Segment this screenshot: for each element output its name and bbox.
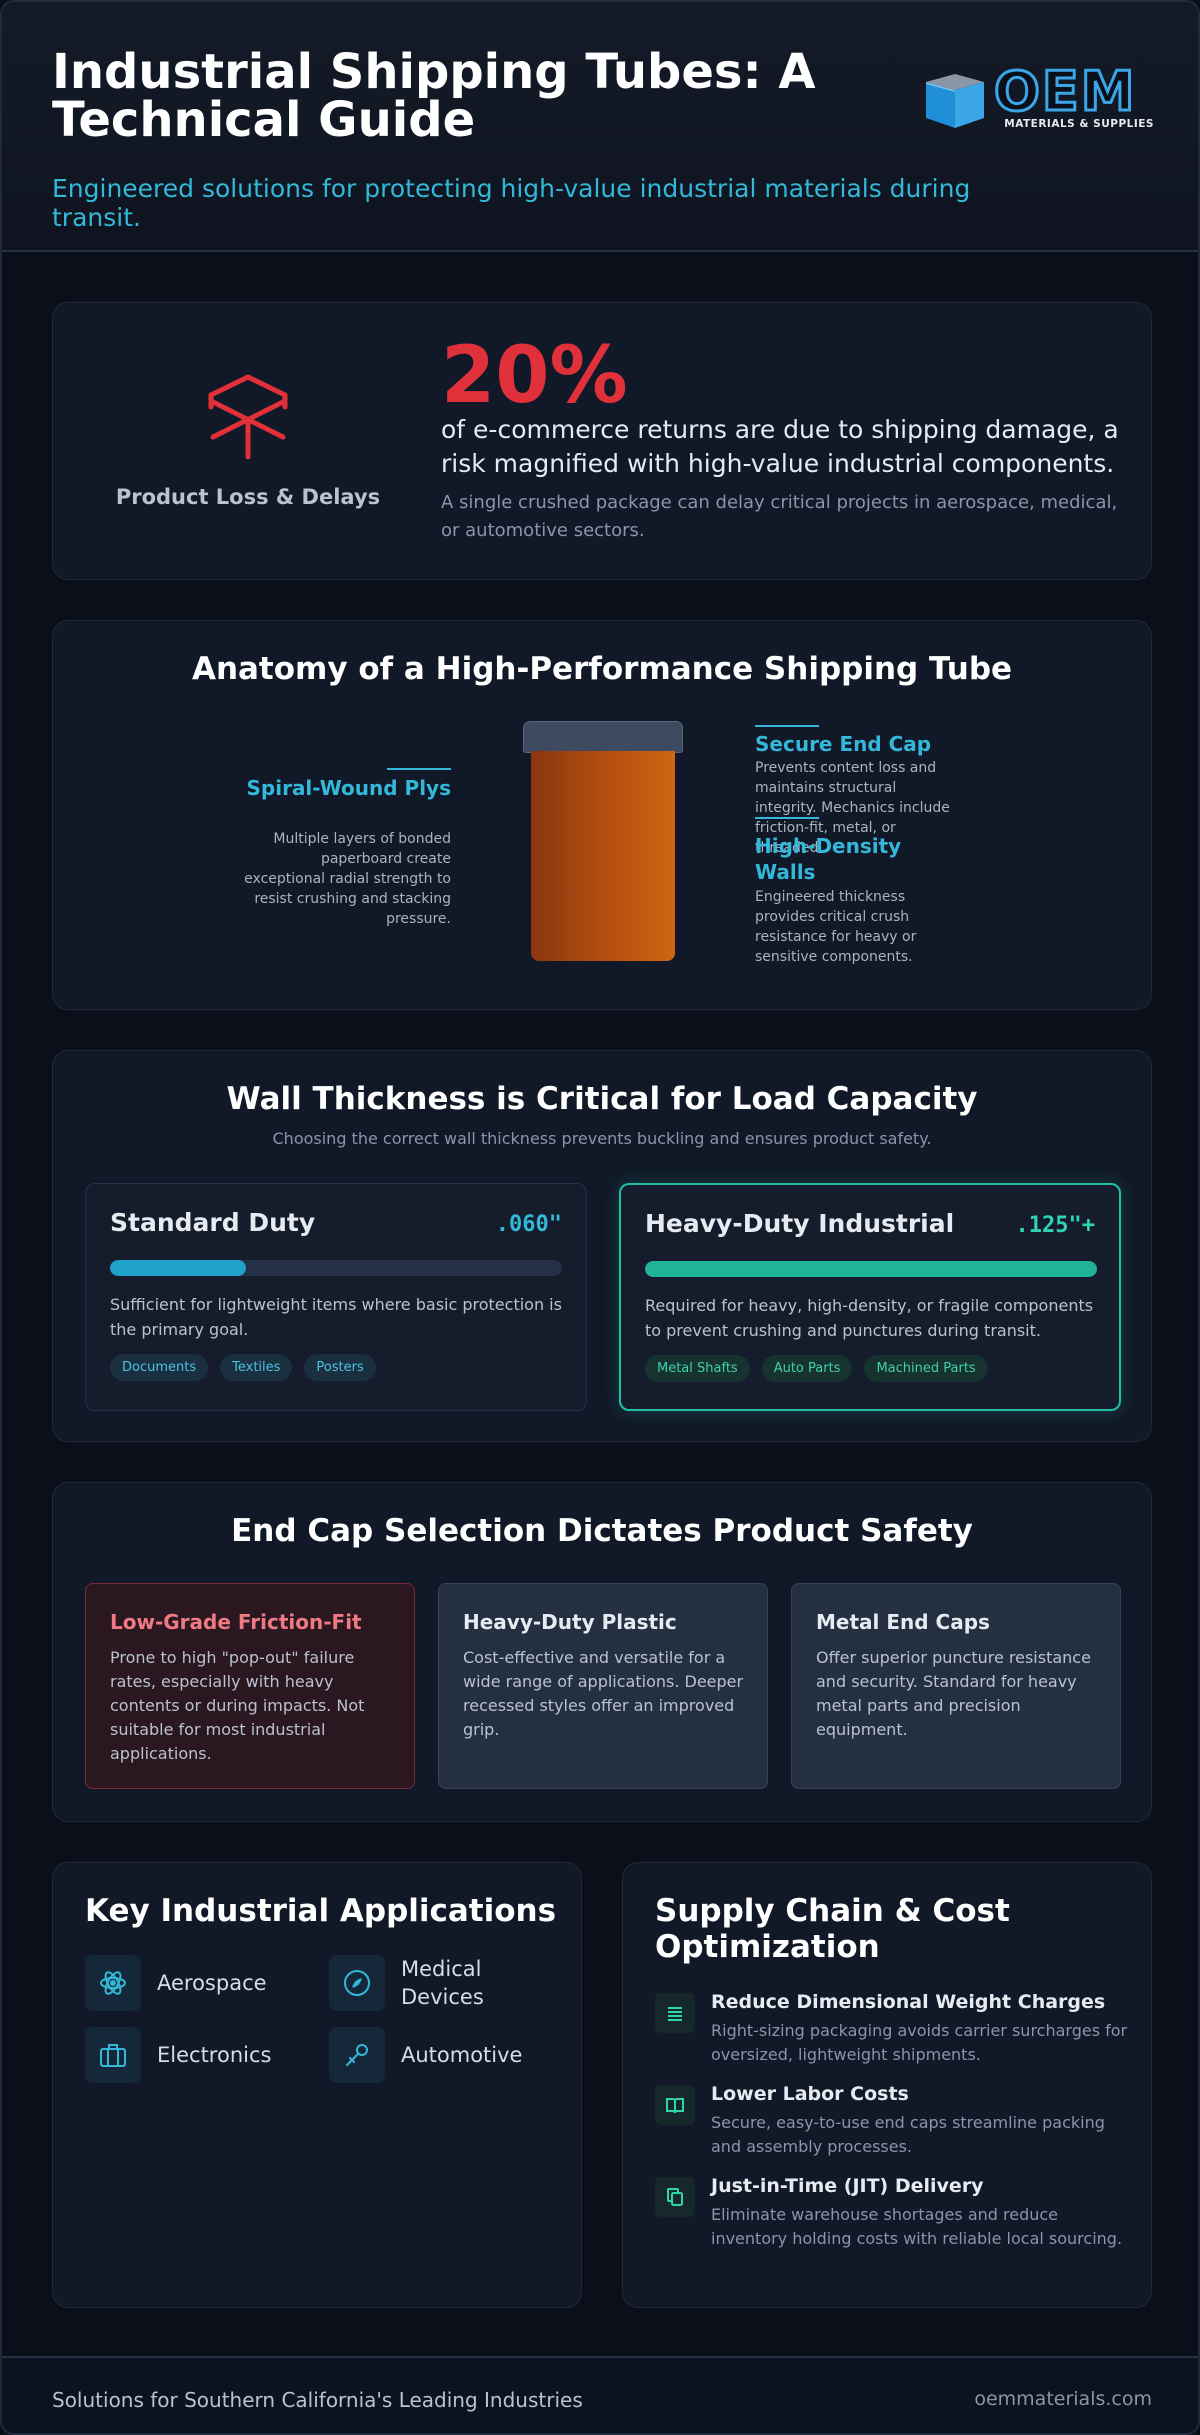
end-cap-card: End Cap Selection Dictates Product Safet…: [52, 1482, 1152, 1822]
standard-duty-tags: Documents Textiles Posters: [110, 1354, 376, 1381]
supply-item-title: Reduce Dimensional Weight Charges: [711, 1991, 1106, 2013]
heavy-duty-value: .125"+: [1015, 1213, 1095, 1238]
tube-body: [531, 751, 675, 961]
cap-title: Metal End Caps: [816, 1610, 990, 1634]
header: Industrial Shipping Tubes: A Technical G…: [2, 2, 1198, 252]
supply-item-title: Lower Labor Costs: [711, 2083, 909, 2105]
supply-item-text: Eliminate warehouse shortages and reduce…: [711, 2205, 1123, 2248]
loss-note: A single crushed package can delay criti…: [441, 492, 1118, 541]
standard-duty-bar-fill: [110, 1260, 246, 1276]
heavy-duty-bar-fill: [645, 1261, 1097, 1277]
logo-tagline: MATERIALS & SUPPLIES: [1004, 118, 1154, 130]
walls-line: [755, 817, 819, 819]
standard-duty-desc: Sufficient for lightweight items where b…: [110, 1295, 562, 1339]
compass-icon: [329, 1955, 385, 2011]
loss-lead-text: of e-commerce returns are due to shippin…: [441, 415, 1119, 478]
heavy-duty-bar: [645, 1261, 1097, 1277]
atom-icon: [85, 1955, 141, 2011]
box-logo-icon: [926, 74, 984, 128]
list-icon: [655, 1993, 695, 2033]
tube-end-cap: [523, 721, 683, 753]
cap-title: Heavy-Duty Plastic: [463, 1610, 677, 1634]
supply-item-title: Just-in-Time (JIT) Delivery: [711, 2175, 984, 2197]
supply-chain-card: Supply Chain & Cost Optimization Reduce …: [622, 1862, 1152, 2308]
application-label: Aerospace: [157, 1971, 267, 1995]
application-label: Medical Devices: [401, 1957, 484, 2009]
heavy-duty-name: Heavy-Duty Industrial: [645, 1209, 955, 1238]
product-loss-card: Product Loss & Delays 20% of e-commerce …: [52, 302, 1152, 580]
applications-title: Key Industrial Applications: [85, 1893, 557, 1929]
wrench-icon: [329, 2027, 385, 2083]
tag: Machined Parts: [864, 1355, 988, 1382]
heavy-duty-panel: Heavy-Duty Industrial .125"+ Required fo…: [619, 1183, 1121, 1411]
briefcase-icon: [85, 2027, 141, 2083]
heavy-duty-tags: Metal Shafts Auto Parts Machined Parts: [645, 1355, 988, 1382]
supply-item-labor: Lower Labor Costs Secure, easy-to-use en…: [655, 2083, 1135, 2165]
plys-text: Multiple layers of bonded paperboard cre…: [244, 831, 451, 927]
supply-item-dimensional-weight: Reduce Dimensional Weight Charges Right-…: [655, 1991, 1135, 2073]
application-label: Automotive: [401, 2043, 523, 2067]
anatomy-card: Anatomy of a High-Performance Shipping T…: [52, 620, 1152, 1010]
copy-icon: [655, 2177, 695, 2217]
logo-wordmark: OEM: [993, 60, 1137, 123]
application-medical: Medical Devices: [329, 1955, 531, 2011]
supply-item-text: Right-sizing packaging avoids carrier su…: [711, 2021, 1128, 2064]
cap-line: [755, 725, 819, 727]
thickness-title: Wall Thickness is Critical for Load Capa…: [226, 1081, 978, 1117]
application-electronics: Electronics: [85, 2027, 287, 2083]
supply-title: Supply Chain & Cost Optimization: [655, 1893, 1010, 1965]
cap-text: Cost-effective and versatile for a wide …: [463, 1648, 744, 1739]
walls-title: High-Density Walls: [755, 834, 902, 884]
application-aerospace: Aerospace: [85, 1955, 287, 2011]
cap-text: Offer superior puncture resistance and s…: [816, 1648, 1091, 1739]
end-cap-option-metal: Metal End Caps Offer superior puncture r…: [791, 1583, 1121, 1789]
brand-logo: OEM MATERIALS & SUPPLIES: [922, 60, 1154, 136]
tag: Posters: [304, 1354, 376, 1381]
standard-duty-name: Standard Duty: [110, 1208, 316, 1237]
wall-thickness-card: Wall Thickness is Critical for Load Capa…: [52, 1050, 1152, 1442]
page-title: Industrial Shipping Tubes: A Technical G…: [52, 44, 816, 148]
footer-tagline: Solutions for Southern California's Lead…: [52, 2388, 583, 2412]
cap-title: Low-Grade Friction-Fit: [110, 1610, 362, 1634]
end-cap-option-friction: Low-Grade Friction-Fit Prone to high "po…: [85, 1583, 415, 1789]
footer: Solutions for Southern California's Lead…: [2, 2356, 1198, 2433]
application-label: Electronics: [157, 2043, 272, 2067]
end-cap-option-plastic: Heavy-Duty Plastic Cost-effective and ve…: [438, 1583, 768, 1789]
standard-duty-value: .060": [495, 1212, 562, 1237]
plys-line: [387, 768, 451, 770]
end-cap-text: Prevents content loss and maintains stru…: [755, 760, 950, 856]
supply-item-jit: Just-in-Time (JIT) Delivery Eliminate wa…: [655, 2175, 1135, 2277]
end-cap-title: Secure End Cap: [755, 732, 932, 756]
end-cap-section-title: End Cap Selection Dictates Product Safet…: [231, 1513, 973, 1549]
open-box-icon: [203, 371, 293, 461]
tag: Documents: [110, 1354, 209, 1381]
supply-item-text: Secure, easy-to-use end caps streamline …: [711, 2113, 1105, 2156]
cap-text: Prone to high "pop-out" failure rates, e…: [110, 1648, 365, 1763]
loss-label: Product Loss & Delays: [115, 485, 381, 509]
tag: Metal Shafts: [645, 1355, 750, 1382]
tag: Auto Parts: [761, 1355, 853, 1382]
loss-percentage: 20%: [441, 331, 628, 421]
heavy-duty-desc: Required for heavy, high-density, or fra…: [645, 1296, 1094, 1340]
thickness-subtitle: Choosing the correct wall thickness prev…: [272, 1129, 932, 1148]
page-subtitle: Engineered solutions for protecting high…: [52, 174, 971, 232]
walls-text: Engineered thickness provides critical c…: [755, 889, 917, 965]
anatomy-title: Anatomy of a High-Performance Shipping T…: [191, 651, 1013, 687]
application-automotive: Automotive: [329, 2027, 531, 2083]
applications-card: Key Industrial Applications Aerospace Me…: [52, 1862, 582, 2308]
standard-duty-bar: [110, 1260, 562, 1276]
book-icon: [655, 2085, 695, 2125]
standard-duty-panel: Standard Duty .060" Sufficient for light…: [85, 1183, 587, 1411]
footer-website-link[interactable]: oemmaterials.com: [974, 2388, 1152, 2410]
plys-title: Spiral-Wound Plys: [246, 776, 452, 800]
tag: Textiles: [220, 1354, 293, 1381]
